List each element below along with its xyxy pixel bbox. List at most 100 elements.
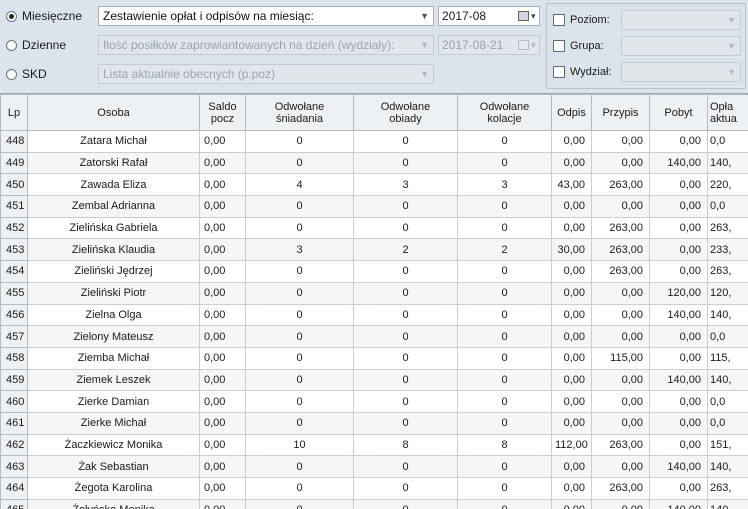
radio-monthly-indicator[interactable] — [6, 11, 17, 22]
col-deduction-cell: 0,00 — [552, 304, 592, 326]
col-person-cell: Zielna Olga — [28, 304, 200, 326]
col-lp-cell[interactable]: 463 — [1, 456, 28, 478]
col-lp-cell[interactable]: 449 — [1, 152, 28, 174]
col-charge-cell: 263,00 — [592, 434, 650, 456]
col-lp-cell[interactable]: 464 — [1, 478, 28, 500]
skd-report-select[interactable]: Lista aktualnie obecnych (p.poz) ▼ — [98, 64, 434, 84]
col-deduction-cell: 0,00 — [552, 282, 592, 304]
department-filter-row[interactable]: Wydział: — [553, 62, 611, 82]
col-deduction-cell: 0,00 — [552, 196, 592, 218]
col-charge-cell: 263,00 — [592, 239, 650, 261]
col-charge-cell: 0,00 — [592, 391, 650, 413]
col-lp-cell[interactable]: 458 — [1, 347, 28, 369]
col-stay-header[interactable]: Pobyt — [650, 95, 708, 131]
col-lp-cell[interactable]: 452 — [1, 217, 28, 239]
group-select[interactable]: ▼ — [621, 36, 741, 56]
level-filter-row[interactable]: Poziom: — [553, 10, 610, 30]
col-lp-cell[interactable]: 454 — [1, 261, 28, 283]
col-lp-cell[interactable]: 450 — [1, 174, 28, 196]
col-lp-cell[interactable]: 460 — [1, 391, 28, 413]
header-line-1: Lp — [8, 107, 20, 119]
col-current-fee-cell: 120, — [708, 282, 748, 304]
col-person-header[interactable]: Osoba — [28, 95, 200, 131]
col-lp-cell[interactable]: 462 — [1, 434, 28, 456]
col-cancelled-dinners-cell: 0 — [354, 391, 458, 413]
col-lp-cell[interactable]: 461 — [1, 412, 28, 434]
calendar-icon[interactable]: ▾ — [518, 11, 536, 21]
header-line-1: Odwołane — [275, 101, 325, 113]
col-lp-cell[interactable]: 457 — [1, 326, 28, 348]
day-date-picker[interactable]: 2017-08-21 ▾ — [438, 35, 540, 55]
col-deduction-header[interactable]: Odpis — [552, 95, 592, 131]
col-current-fee-cell: 220, — [708, 174, 748, 196]
col-cancelled-breakfasts-cell: 4 — [246, 174, 354, 196]
col-person-cell: Zatara Michał — [28, 131, 200, 153]
col-lp-cell[interactable]: 453 — [1, 239, 28, 261]
col-lp-header[interactable]: Lp — [1, 95, 28, 131]
level-checkbox[interactable] — [553, 14, 565, 26]
col-current-fee-cell: 0,0 — [708, 131, 748, 153]
col-cancelled-dinners-cell: 0 — [354, 347, 458, 369]
level-select[interactable]: ▼ — [621, 10, 741, 30]
col-charge-header[interactable]: Przypis — [592, 95, 650, 131]
group-filter-row[interactable]: Grupa: — [553, 36, 604, 56]
col-lp-cell[interactable]: 455 — [1, 282, 28, 304]
col-lp-cell[interactable]: 451 — [1, 196, 28, 218]
col-opening-balance-cell: 0,00 — [200, 369, 246, 391]
department-select[interactable]: ▼ — [621, 62, 741, 82]
col-lp-cell[interactable]: 456 — [1, 304, 28, 326]
radio-skd-indicator[interactable] — [6, 69, 17, 80]
col-stay-cell: 140,00 — [650, 456, 708, 478]
radio-monthly[interactable]: Miesięczne — [6, 6, 82, 26]
monthly-report-select[interactable]: Zestawienie opłat i odpisów na miesiąc: … — [98, 6, 434, 26]
col-stay-cell: 140,00 — [650, 152, 708, 174]
col-cancelled-dinners-cell: 3 — [354, 174, 458, 196]
daily-report-select[interactable]: Ilość posiłków zaprowiantowanych na dzie… — [98, 35, 434, 55]
col-lp-cell[interactable]: 459 — [1, 369, 28, 391]
col-charge-cell: 0,00 — [592, 412, 650, 434]
col-cancelled-breakfasts-cell: 0 — [246, 478, 354, 500]
col-cancelled-breakfasts-cell: 0 — [246, 217, 354, 239]
col-cancelled-dinners-cell: 0 — [354, 478, 458, 500]
col-opening-balance-cell: 0,00 — [200, 196, 246, 218]
col-cancelled-dinners-cell: 0 — [354, 282, 458, 304]
col-current-fee-cell: 0,0 — [708, 391, 748, 413]
col-cancelled-suppers-cell: 0 — [458, 196, 552, 218]
group-checkbox[interactable] — [553, 40, 565, 52]
month-date-picker[interactable]: 2017-08 ▾ — [438, 6, 540, 26]
radio-daily-indicator[interactable] — [6, 40, 17, 51]
col-deduction-cell: 30,00 — [552, 239, 592, 261]
col-cancelled-breakfasts-cell: 0 — [246, 131, 354, 153]
department-checkbox[interactable] — [553, 66, 565, 78]
day-date-value: 2017-08-21 — [442, 38, 503, 52]
calendar-icon[interactable]: ▾ — [518, 40, 536, 50]
radio-skd[interactable]: SKD — [6, 64, 47, 84]
radio-daily[interactable]: Dzienne — [6, 35, 66, 55]
chevron-down-icon: ▼ — [727, 15, 736, 25]
col-lp-cell[interactable]: 448 — [1, 131, 28, 153]
